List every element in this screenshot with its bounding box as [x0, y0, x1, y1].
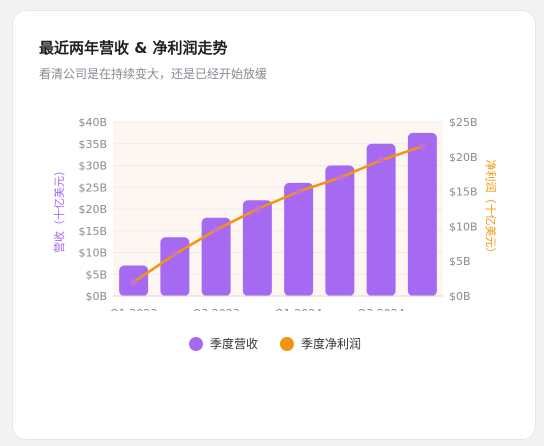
profit-point: [336, 174, 344, 182]
legend-swatch-revenue: [188, 336, 203, 351]
profit-point: [130, 278, 138, 286]
y-left-tick-label: $15B: [78, 225, 107, 238]
legend-item-revenue[interactable]: 季度营收: [188, 335, 258, 352]
y-left-tick-label: $0B: [85, 290, 107, 303]
profit-point: [377, 156, 385, 164]
y-left-tick-label: $30B: [78, 160, 107, 173]
profit-line: [132, 145, 424, 284]
legend: 季度营收 季度净利润: [13, 335, 537, 352]
revenue-bar: [201, 217, 231, 296]
y-right-tick-label: $15B: [449, 186, 478, 199]
legend-label-revenue: 季度营收: [209, 337, 258, 351]
y-right-tick-label: $10B: [449, 220, 478, 233]
revenue-bar: [325, 165, 355, 296]
legend-swatch-profit: [280, 336, 294, 351]
y-left-tick-label: $25B: [78, 181, 107, 194]
y-left-tick-label: $20B: [78, 203, 107, 216]
profit-point: [212, 226, 220, 234]
x-tick-label: Q3 2023: [193, 307, 240, 311]
y-right-tick-label: $25B: [449, 116, 478, 129]
y-left-tick-label: $10B: [78, 247, 107, 260]
profit-point: [253, 205, 261, 213]
chart-subtitle: 看清公司是在持续变大，还是已经开始放缓: [39, 67, 268, 81]
y-left-tick-label: $40B: [78, 116, 107, 129]
profit-point: [171, 250, 179, 258]
chart-card: 最近两年营收 & 净利润走势 看清公司是在持续变大，还是已经开始放缓 $0B $5…: [12, 10, 536, 440]
combo-chart: $0B $5B $10B $15B $20B $25B $30B $35B $40B $0B $5B…: [52, 116, 498, 311]
x-tick-label: Q3 2024: [358, 307, 405, 311]
revenue-bar: [407, 132, 437, 296]
revenue-bar: [284, 182, 314, 296]
revenue-bar: [366, 143, 396, 296]
revenue-bar: [160, 237, 190, 296]
legend-item-profit[interactable]: 季度净利润: [280, 335, 361, 352]
x-tick-label: Q1 2023: [110, 307, 157, 311]
revenue-bar: [242, 200, 272, 296]
x-tick-label: Q1 2024: [275, 307, 322, 311]
legend-label-profit: 季度净利润: [301, 337, 362, 351]
y-left-axis-title: 营收（十亿美元）: [52, 165, 66, 253]
y-right-axis-title: 净利润（十亿美元）: [484, 160, 498, 259]
y-left-tick-label: $5B: [85, 268, 107, 281]
y-right-tick-label: $0B: [449, 290, 471, 303]
profit-point: [295, 188, 303, 196]
y-right-tick-label: $20B: [449, 151, 478, 164]
y-right-tick-label: $5B: [449, 255, 471, 268]
profit-point: [418, 142, 426, 150]
chart-title: 最近两年营收 & 净利润走势: [39, 39, 228, 57]
y-left-tick-label: $35B: [78, 138, 107, 151]
